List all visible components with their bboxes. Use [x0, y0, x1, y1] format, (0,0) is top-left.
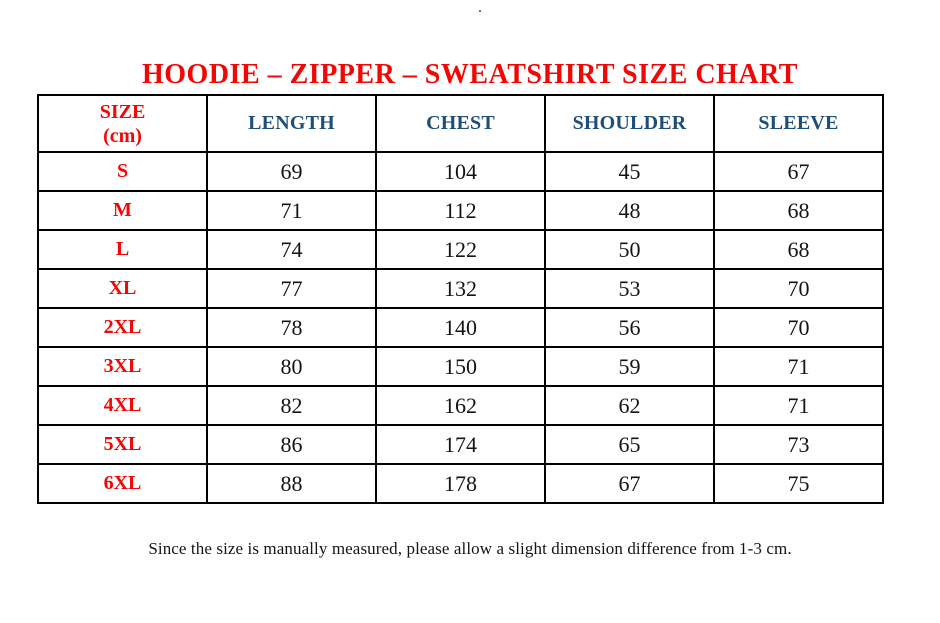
column-header-shoulder: SHOULDER — [544, 94, 715, 153]
page-title: HOODIE – ZIPPER – SWEATSHIRT SIZE CHART — [142, 58, 798, 90]
sleeve-value: 71 — [713, 346, 884, 387]
chest-value: 162 — [375, 385, 546, 426]
chest-value: 104 — [375, 151, 546, 192]
sleeve-value: 68 — [713, 229, 884, 270]
size-label: S — [37, 151, 208, 192]
table-row-l: L 74 122 50 68 — [37, 229, 884, 270]
length-value: 80 — [206, 346, 377, 387]
size-label: 5XL — [37, 424, 208, 465]
sleeve-value: 73 — [713, 424, 884, 465]
stray-dot: . — [478, 1, 482, 15]
length-value: 82 — [206, 385, 377, 426]
shoulder-value: 59 — [544, 346, 715, 387]
length-value: 88 — [206, 463, 377, 504]
size-label: L — [37, 229, 208, 270]
sleeve-value: 68 — [713, 190, 884, 231]
shoulder-value: 45 — [544, 151, 715, 192]
size-label: 6XL — [37, 463, 208, 504]
column-header-chest: CHEST — [375, 94, 546, 153]
size-chart-table: SIZE (cm) LENGTH CHEST SHOULDER SLEEVE S… — [37, 94, 884, 504]
sleeve-value: 70 — [713, 268, 884, 309]
length-value: 86 — [206, 424, 377, 465]
size-label: M — [37, 190, 208, 231]
table-row-s: S 69 104 45 67 — [37, 151, 884, 192]
column-header-sleeve: SLEEVE — [713, 94, 884, 153]
shoulder-value: 62 — [544, 385, 715, 426]
measurement-disclaimer: Since the size is manually measured, ple… — [148, 539, 792, 558]
size-header-label: SIZE — [99, 100, 146, 123]
shoulder-value: 53 — [544, 268, 715, 309]
shoulder-value: 65 — [544, 424, 715, 465]
size-label: 3XL — [37, 346, 208, 387]
column-header-size: SIZE (cm) — [37, 94, 208, 153]
chest-value: 140 — [375, 307, 546, 348]
table-row-m: M 71 112 48 68 — [37, 190, 884, 231]
length-value: 74 — [206, 229, 377, 270]
table-row-4xl: 4XL 82 162 62 71 — [37, 385, 884, 426]
length-value: 77 — [206, 268, 377, 309]
header-row: SIZE (cm) LENGTH CHEST SHOULDER SLEEVE — [37, 94, 884, 153]
table-row-2xl: 2XL 78 140 56 70 — [37, 307, 884, 348]
chest-value: 112 — [375, 190, 546, 231]
table-row-3xl: 3XL 80 150 59 71 — [37, 346, 884, 387]
sleeve-value: 71 — [713, 385, 884, 426]
sleeve-value: 67 — [713, 151, 884, 192]
table-row-6xl: 6XL 88 178 67 75 — [37, 463, 884, 504]
chest-value: 150 — [375, 346, 546, 387]
size-header-unit: (cm) — [103, 124, 142, 147]
shoulder-value: 56 — [544, 307, 715, 348]
size-label: 4XL — [37, 385, 208, 426]
chest-value: 178 — [375, 463, 546, 504]
length-value: 71 — [206, 190, 377, 231]
shoulder-value: 67 — [544, 463, 715, 504]
chest-value: 174 — [375, 424, 546, 465]
table-row-xl: XL 77 132 53 70 — [37, 268, 884, 309]
chest-value: 122 — [375, 229, 546, 270]
chest-value: 132 — [375, 268, 546, 309]
shoulder-value: 50 — [544, 229, 715, 270]
sleeve-value: 75 — [713, 463, 884, 504]
length-value: 69 — [206, 151, 377, 192]
shoulder-value: 48 — [544, 190, 715, 231]
sleeve-value: 70 — [713, 307, 884, 348]
column-header-length: LENGTH — [206, 94, 377, 153]
size-label: 2XL — [37, 307, 208, 348]
table-row-5xl: 5XL 86 174 65 73 — [37, 424, 884, 465]
size-label: XL — [37, 268, 208, 309]
length-value: 78 — [206, 307, 377, 348]
